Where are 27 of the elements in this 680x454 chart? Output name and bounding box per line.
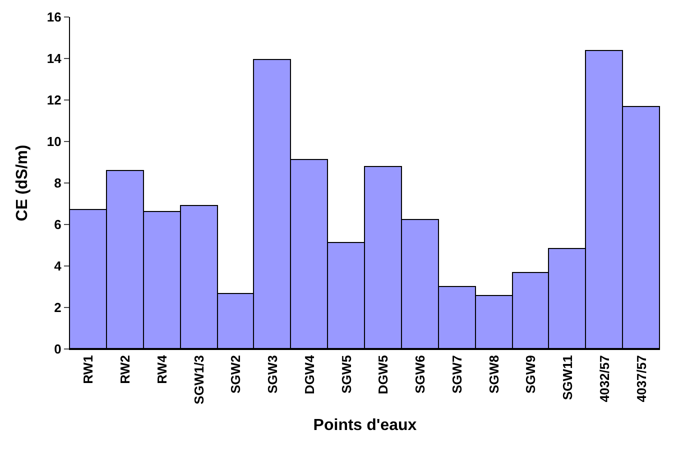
- x-tick-label: SGW6: [412, 355, 428, 394]
- x-tick-label: SGW11: [560, 355, 576, 400]
- x-tick-label: RW1: [80, 355, 96, 384]
- x-tick-label: SGW1/3: [191, 355, 206, 404]
- x-tick-label: RW2: [118, 355, 133, 384]
- x-tick-label: SGW7: [449, 355, 464, 394]
- y-tick-label: 4: [54, 258, 62, 274]
- y-axis-title: CE (dS/m): [14, 144, 31, 222]
- x-tick-label: SGW9: [523, 355, 538, 394]
- x-tick-label: DGW5: [376, 355, 391, 394]
- x-tick-label: SGW5: [338, 355, 354, 394]
- y-tick-label: 10: [46, 134, 62, 150]
- x-tick-label: 4032/57: [596, 355, 612, 402]
- x-axis-title: Points d'eaux: [313, 417, 417, 434]
- y-tick-label: 2: [54, 300, 62, 316]
- y-tick-label: 14: [46, 51, 62, 66]
- y-tick-label: 6: [54, 217, 62, 232]
- x-tick-label: 4037/57: [634, 355, 649, 402]
- x-tick-label: SGW2: [228, 355, 244, 394]
- x-tick-label: SGW3: [265, 355, 280, 394]
- y-tick-label: 16: [46, 10, 62, 25]
- y-tick-label: 0: [54, 342, 62, 357]
- x-tick-label: SGW8: [486, 355, 502, 394]
- x-tick-label: RW4: [154, 354, 170, 384]
- y-tick-label: 12: [46, 92, 62, 108]
- y-tick-label: 8: [54, 176, 62, 191]
- x-tick-label: DGW4: [302, 354, 317, 394]
